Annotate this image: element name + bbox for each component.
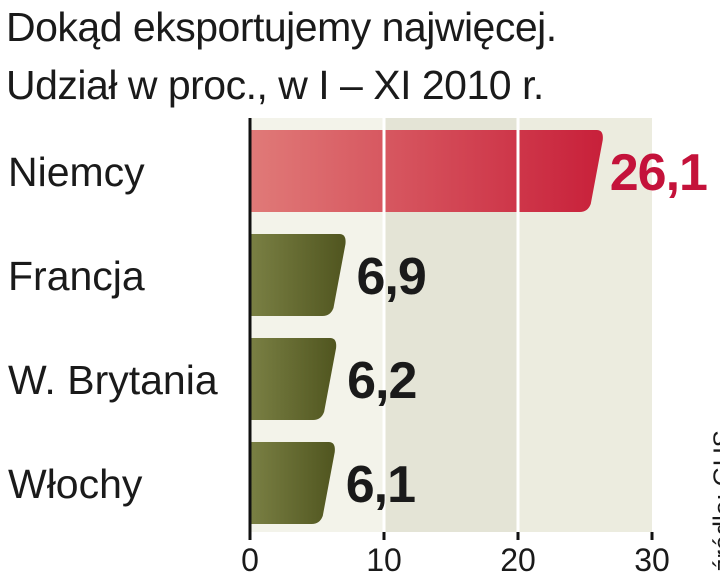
tick-label: 30 bbox=[634, 542, 670, 575]
gridlines-over-bars bbox=[382, 118, 520, 532]
category-label: Włochy bbox=[8, 461, 143, 507]
value-label: 6,2 bbox=[347, 352, 416, 410]
bar bbox=[250, 338, 337, 420]
bar bbox=[250, 234, 346, 316]
bar bbox=[250, 442, 335, 524]
category-label: W. Brytania bbox=[8, 357, 218, 403]
source-note: źródło: GUS bbox=[708, 430, 720, 572]
value-label: 6,9 bbox=[356, 248, 425, 306]
value-label: 26,1 bbox=[610, 144, 707, 202]
bar bbox=[250, 130, 603, 212]
chart-subtitle: Udział w proc., w I – XI 2010 r. bbox=[6, 62, 544, 108]
category-labels: Niemcy Francja W. Brytania Włochy bbox=[8, 149, 218, 507]
chart-title: Dokąd eksportujemy najwięcej. bbox=[6, 4, 557, 50]
axis bbox=[248, 118, 654, 540]
tick-labels: 0 10 20 30 bbox=[241, 542, 670, 575]
tick-label: 0 bbox=[241, 542, 259, 575]
tick-label: 10 bbox=[366, 542, 402, 575]
category-label: Niemcy bbox=[8, 149, 145, 195]
category-label: Francja bbox=[8, 253, 145, 299]
tick-label: 20 bbox=[500, 542, 536, 575]
value-labels: 26,1 6,9 6,2 6,1 bbox=[346, 144, 708, 514]
bars bbox=[250, 130, 603, 524]
value-label: 6,1 bbox=[346, 456, 415, 514]
